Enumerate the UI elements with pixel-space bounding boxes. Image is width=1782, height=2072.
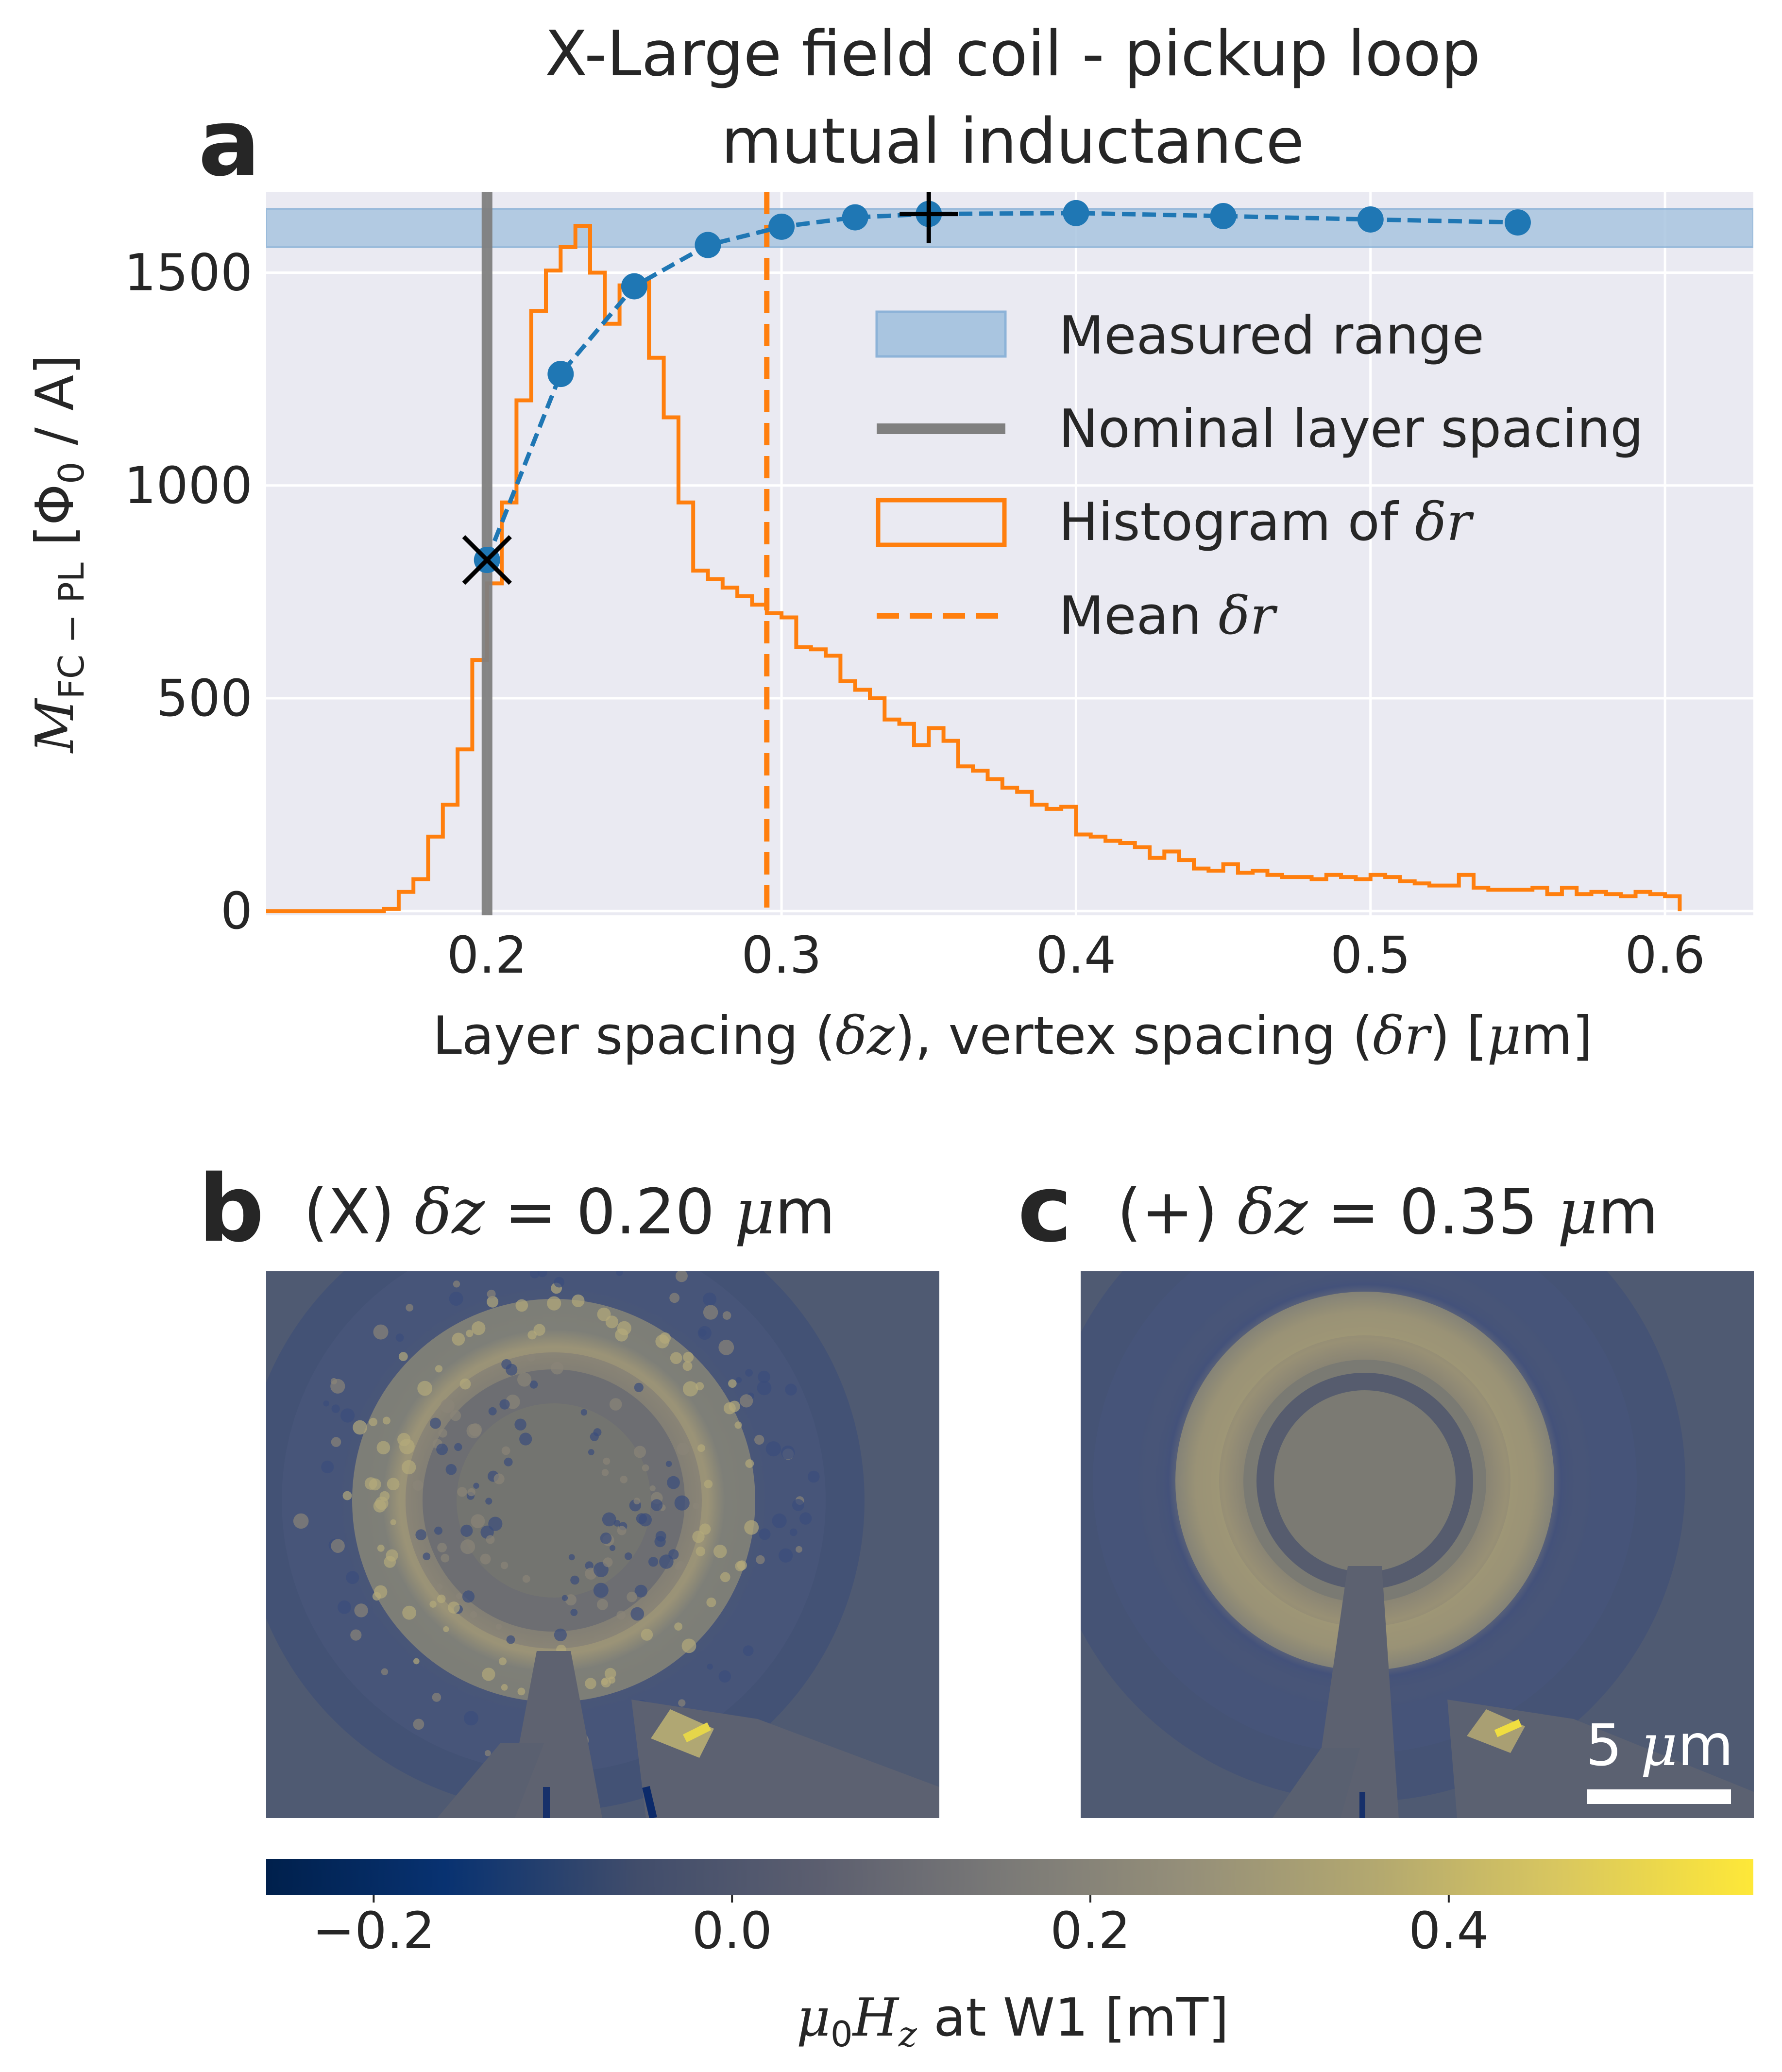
panel-b-letter: b xyxy=(198,1155,264,1263)
panel-a-plot: 0.2 0.3 0.4 0.5 0.6 0 500 1000 1500 xyxy=(124,192,1753,985)
x-tick-label: 0.6 xyxy=(1625,926,1705,985)
legend-nominal-label: Nominal layer spacing xyxy=(1059,399,1644,459)
scale-bar xyxy=(1587,1789,1731,1804)
legend-histogram-swatch xyxy=(876,498,1007,547)
histogram-delta-r xyxy=(266,224,1682,913)
colorbar-ticks: −0.2 0.0 0.2 0.4 xyxy=(312,1895,1489,1960)
mutual-inductance-point xyxy=(768,213,795,240)
panel-c-title: (+) δz = 0.35 μm xyxy=(1117,1176,1659,1248)
y-tick-label: 500 xyxy=(156,669,253,728)
mutual-inductance-point xyxy=(1063,200,1089,226)
mutual-inductance-line xyxy=(485,211,1518,561)
mutual-inductance-point xyxy=(842,204,868,231)
y-tick-label: 0 xyxy=(221,881,253,941)
mutual-inductance-point xyxy=(695,232,721,258)
panel-a-axes-background xyxy=(266,192,1753,915)
panel-b-field-map xyxy=(266,1271,939,1818)
mutual-inductance-point xyxy=(1210,202,1237,229)
colorbar-tick-label: 0.2 xyxy=(1050,1901,1130,1960)
x-tick-label: 0.2 xyxy=(447,926,527,985)
colorbar-label: μ0Hz at W1 [mT] xyxy=(797,1988,1229,2055)
figure-title-line1: X-Large field coil - pickup loop xyxy=(545,18,1480,90)
mutual-inductance-point xyxy=(1357,206,1384,233)
x-tick-label: 0.5 xyxy=(1330,926,1410,985)
colorbar xyxy=(266,1859,1753,1895)
legend-mean-label: Mean δr xyxy=(1059,586,1278,646)
panel-a-ylabel: MFC − PL [Φ0 / A] xyxy=(25,354,92,754)
colorbar-tick-label: −0.2 xyxy=(312,1901,435,1960)
panel-a-letter: a xyxy=(198,89,260,197)
panel-b-title: (X) δz = 0.20 μm xyxy=(304,1176,835,1248)
legend-measured-swatch xyxy=(875,310,1007,358)
legend-histogram-label: Histogram of δr xyxy=(1059,492,1474,553)
panel-c-field-map xyxy=(1081,1271,1754,1818)
x-tick-label: 0.4 xyxy=(1036,926,1116,985)
y-tick-label: 1500 xyxy=(124,243,253,303)
colorbar-tick-label: 0.0 xyxy=(692,1901,772,1960)
panel-b-speckle xyxy=(293,1271,820,1756)
panel-a-xlabel: Layer spacing (δz), vertex spacing (δr) … xyxy=(433,1006,1593,1066)
x-tick-label: 0.3 xyxy=(741,926,821,985)
mutual-inductance-point xyxy=(547,361,574,387)
mutual-inductance-point xyxy=(1504,209,1531,236)
mutual-inductance-point xyxy=(621,273,647,300)
figure-title-line2: mutual inductance xyxy=(721,105,1304,178)
colorbar-tick-label: 0.4 xyxy=(1409,1901,1489,1960)
y-tick-label: 1000 xyxy=(124,456,253,515)
marker-plus xyxy=(899,192,958,243)
panel-a-grid xyxy=(266,192,1753,915)
panel-a-ticks: 0.2 0.3 0.4 0.5 0.6 0 500 1000 1500 xyxy=(124,243,1705,985)
scale-bar-label: 5 μm xyxy=(1586,1712,1733,1779)
legend-measured-label: Measured range xyxy=(1059,305,1484,366)
panel-c-letter: c xyxy=(1018,1155,1072,1263)
marker-x xyxy=(462,535,512,585)
panel-a-legend: Measured range Nominal layer spacing His… xyxy=(875,305,1644,646)
